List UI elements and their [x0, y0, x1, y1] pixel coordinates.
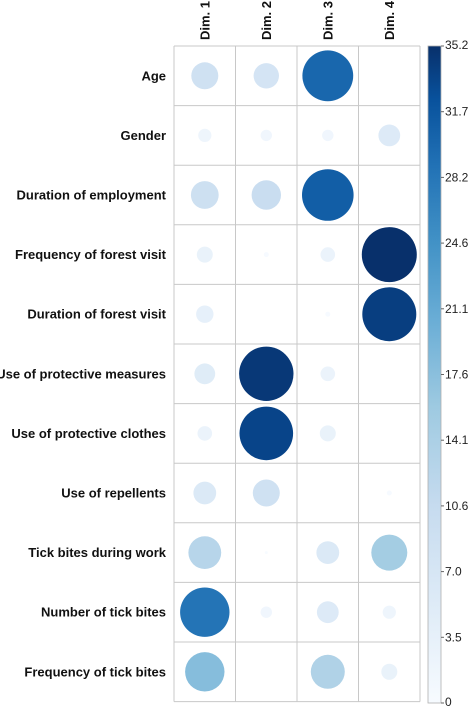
cell-circle [190, 181, 219, 209]
cell-circle [302, 169, 354, 221]
colorbar-tick-label: 17.6 [445, 368, 469, 382]
cell-circle [252, 479, 280, 507]
column-label: Dim. 1 [197, 1, 212, 40]
cell-circle [264, 551, 268, 555]
cells [180, 50, 417, 692]
cell-circle [302, 50, 354, 102]
colorbar [427, 45, 442, 704]
cell-circle [196, 246, 213, 263]
column-label: Dim. 3 [320, 1, 335, 40]
colorbar-tick-label: 35.2 [445, 38, 469, 52]
cell-circle [251, 180, 281, 210]
row-label: Use of protective measures [0, 366, 166, 381]
row-label: Duration of employment [16, 188, 166, 203]
row-labels: Age Gender Duration of employment Frequency… [0, 68, 167, 679]
cell-circle [263, 252, 269, 258]
cell-circle [386, 490, 392, 496]
colorbar-ticks: 35.2 31.7 28.2 24.6 21.1 17.6 14.1 10.6 7.0 3.5 0 [441, 38, 469, 709]
column-label: Dim. 2 [259, 1, 274, 40]
row-label: Gender [120, 128, 166, 143]
cell-circle [310, 654, 345, 689]
cell-circle [239, 346, 294, 401]
cell-circle [260, 606, 272, 618]
cell-circle [260, 129, 272, 142]
cell-circle [197, 426, 213, 441]
cell-circle [198, 128, 212, 142]
row-label: Frequency of forest visit [15, 247, 167, 262]
cell-circle [320, 366, 336, 382]
column-labels: Dim. 1 Dim. 2 Dim. 3 Dim. 4 [197, 0, 396, 40]
row-label: Age [141, 68, 166, 83]
cell-circle [194, 363, 216, 385]
cell-circle [362, 287, 417, 342]
cell-circle [381, 663, 398, 680]
cell-circle [319, 425, 336, 442]
colorbar-tick-label: 7.0 [445, 565, 462, 579]
cell-circle [320, 247, 336, 262]
cell-circle [188, 536, 222, 569]
row-label: Use of protective clothes [11, 426, 166, 441]
cell-circle [239, 406, 294, 461]
colorbar-tick-label: 3.5 [445, 630, 462, 644]
cell-circle [382, 605, 396, 619]
colorbar-tick-label: 14.1 [445, 433, 469, 447]
row-label: Tick bites during work [28, 545, 167, 560]
cell-circle [371, 534, 408, 571]
cell-circle [185, 652, 225, 692]
cell-circle [193, 481, 217, 505]
colorbar-tick-label: 31.7 [445, 105, 469, 119]
cell-circle [361, 227, 417, 283]
row-label: Use of repellents [61, 486, 166, 501]
row-label: Number of tick bites [41, 605, 166, 620]
row-label: Duration of forest visit [27, 307, 166, 322]
cell-circle [322, 129, 334, 142]
cell-circle [196, 305, 214, 323]
colorbar-tick-label: 10.6 [445, 499, 469, 513]
cell-circle [180, 587, 230, 637]
colorbar-tick-label: 21.1 [445, 302, 469, 316]
cell-circle [316, 541, 340, 564]
grid [173, 45, 421, 703]
cell-circle [325, 311, 331, 317]
row-label: Frequency of tick bites [24, 664, 166, 679]
colorbar-gradient [427, 45, 442, 704]
cell-circle [253, 63, 279, 89]
colorbar-tick-label: 24.6 [445, 236, 469, 250]
colorbar-tick-label: 0 [445, 695, 452, 709]
cell-circle [191, 62, 219, 90]
column-label: Dim. 4 [382, 0, 397, 40]
cell-circle [316, 601, 339, 624]
cell-circle [378, 124, 401, 147]
colorbar-tick-label: 28.2 [445, 170, 469, 184]
